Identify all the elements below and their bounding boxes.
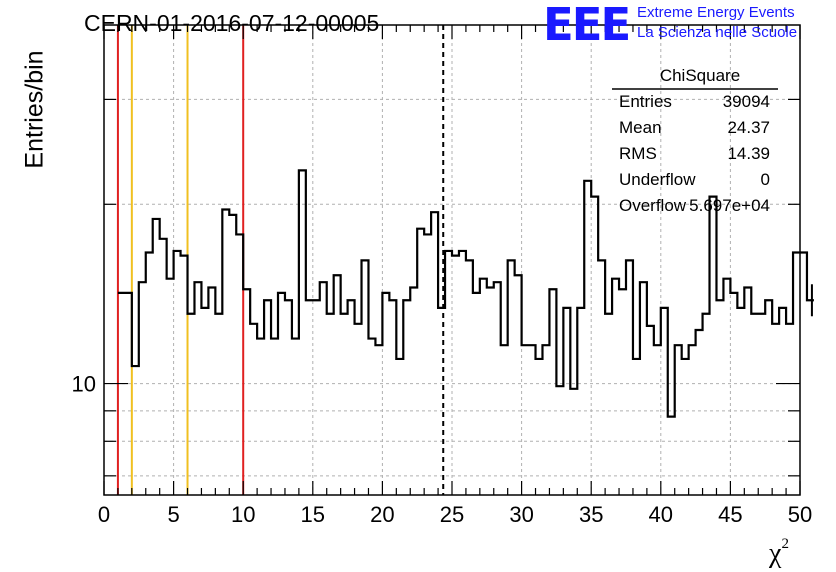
stats-row-rms: RMS 14.39 (612, 144, 778, 170)
stats-value: 39094 (722, 92, 770, 111)
stats-key: Overflow (619, 196, 687, 215)
logo-line-2: La Scienza nelle Scuole (637, 24, 798, 41)
chart-title: CERN-01-2016-07-12-00005 (84, 10, 380, 36)
stats-divider (612, 88, 778, 90)
stats-title: ChiSquare (659, 66, 741, 85)
x-tick-label: 15 (301, 502, 325, 527)
x-tick-label: 5 (167, 502, 179, 527)
stats-value: 14.39 (727, 144, 770, 163)
stats-value: 0 (760, 170, 770, 189)
stats-key: RMS (619, 144, 657, 163)
x-tick-label: 35 (579, 502, 603, 527)
stats-row-underflow: Underflow 0 (612, 170, 778, 196)
stats-key: Mean (619, 118, 662, 137)
histogram-series (117, 169, 814, 418)
y-tick-label: 10 (72, 372, 96, 397)
tick-labels: 0 5 10 15 20 25 30 35 40 45 50 10 (72, 372, 813, 527)
stats-row-mean: Mean 24.37 (612, 118, 778, 144)
x-tick-label: 40 (649, 502, 673, 527)
x-tick-label: 50 (788, 502, 812, 527)
x-tick-label: 30 (509, 502, 533, 527)
stats-key: Entries (619, 92, 672, 111)
axes (103, 25, 813, 495)
stats-row-entries: Entries 39094 (612, 92, 778, 118)
x-tick-label: 0 (98, 502, 110, 527)
x-tick-label: 45 (718, 502, 742, 527)
stats-row-overflow: Overflow 5.697e+04 (612, 196, 778, 222)
grid-lines (104, 25, 800, 495)
plot-frame (103, 24, 801, 496)
x-tick-label: 10 (231, 502, 255, 527)
stats-box: ChiSquare Entries 39094 Mean 24.37 RMS 14.3… (612, 66, 778, 222)
stats-value: 24.37 (727, 118, 770, 137)
x-tick-label: 20 (370, 502, 394, 527)
x-axis-label: χ2 (769, 536, 789, 569)
stats-value: 5.697e+04 (689, 196, 770, 215)
x-tick-label: 25 (440, 502, 464, 527)
y-axis-label: Entries/bin (20, 50, 49, 169)
eee-logo: EEE (543, 0, 631, 51)
logo-line-1: Extreme Energy Events (637, 4, 795, 21)
stats-key: Underflow (619, 170, 696, 189)
